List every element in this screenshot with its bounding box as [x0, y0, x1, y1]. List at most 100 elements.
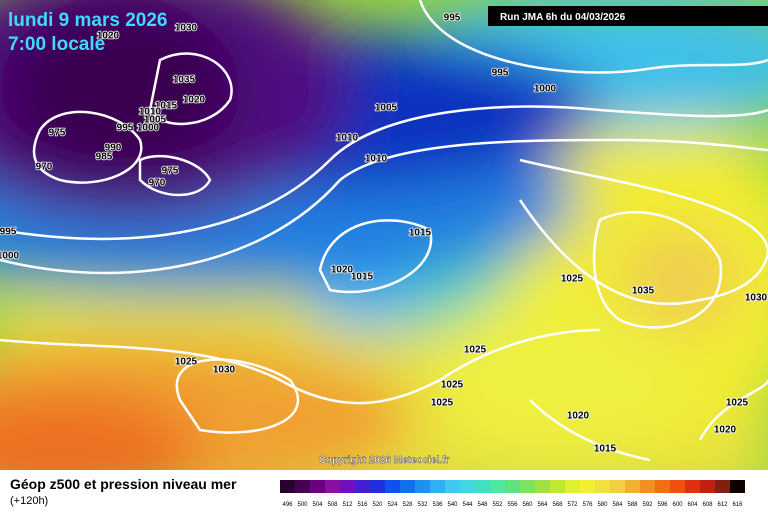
scale-label: 616 [732, 502, 743, 508]
isobar-label: 1020 [97, 31, 120, 42]
scale-swatch [310, 480, 325, 493]
isobar-label: 1020 [183, 95, 206, 106]
scale-label: 516 [357, 502, 368, 508]
scale-swatch [685, 480, 700, 493]
scale-label: 560 [522, 502, 533, 508]
scale-label: 508 [327, 502, 338, 508]
scale-label: 540 [447, 502, 458, 508]
isobar-label: 970 [36, 162, 53, 173]
scale-label: 500 [297, 502, 308, 508]
scale-label: 544 [462, 502, 473, 508]
isobar-label: 1025 [464, 345, 487, 356]
isobar-label: 1010 [139, 107, 162, 118]
time: 7:00 locale [8, 34, 105, 55]
color-scale: 496 500 504 508 512 516 520 524 528 532 536 540 544 5… [280, 480, 745, 508]
scale-swatch [655, 480, 670, 493]
scale-label: 568 [552, 502, 563, 508]
isobar-label: 1015 [351, 272, 374, 283]
scale-label: 588 [627, 502, 638, 508]
scale-label: 592 [642, 502, 653, 508]
isobar-label: 995 [444, 13, 461, 24]
scale-label: 572 [567, 502, 578, 508]
isobar-labels: 9951030102010351020101510101005100099597… [0, 12, 768, 456]
scale-swatch [730, 480, 745, 493]
copyright: Copyright 2026 Meteociel.fr [319, 455, 450, 466]
isobar-label: 970 [149, 178, 166, 189]
scale-label: 548 [477, 502, 488, 508]
isobar-label: 1015 [155, 101, 178, 112]
scale-swatch [325, 480, 340, 493]
scale-swatch [490, 480, 505, 493]
isobar-label: 1015 [409, 228, 432, 239]
scale-label: 528 [402, 502, 413, 508]
isobar-label: 1030 [213, 365, 236, 376]
isobar-label: 1020 [714, 425, 737, 436]
scale-label: 556 [507, 502, 518, 508]
scale-swatch [340, 480, 355, 493]
isobar-label: 1000 [0, 251, 20, 262]
scale-swatch [535, 480, 550, 493]
isobar-label: 1030 [175, 23, 198, 34]
scale-swatch [595, 480, 610, 493]
footer-title: Géop z500 et pression niveau mer [10, 476, 237, 492]
isobar-label: 1010 [336, 133, 359, 144]
scale-label: 524 [387, 502, 398, 508]
scale-swatch [625, 480, 640, 493]
isobar-label: 1020 [567, 411, 590, 422]
isobar-label: 995 [117, 123, 134, 134]
scale-label: 512 [342, 502, 353, 508]
scale-swatch [550, 480, 565, 493]
scale-swatch [370, 480, 385, 493]
isobar-label: 975 [162, 166, 179, 177]
scale-swatch [670, 480, 685, 493]
scale-label: 532 [417, 502, 428, 508]
isobars [0, 0, 768, 462]
scale-swatch [565, 480, 580, 493]
isobar-label: 975 [49, 128, 66, 139]
isobar-label: 1005 [375, 103, 398, 114]
scale-label: 576 [582, 502, 593, 508]
scale-swatch [520, 480, 535, 493]
scale-swatch [295, 480, 310, 493]
isobar-label: 995 [492, 68, 509, 79]
isobar-label: 995 [0, 227, 17, 238]
scale-label: 608 [702, 502, 713, 508]
isobar-label: 1025 [175, 357, 198, 368]
scale-swatch [715, 480, 730, 493]
scale-swatch [640, 480, 655, 493]
scale-label: 520 [372, 502, 383, 508]
scale-label: 596 [657, 502, 668, 508]
isobar-label: 1020 [331, 265, 354, 276]
run-box [488, 6, 768, 26]
isobar-label: 1035 [173, 75, 196, 86]
scale-label: 552 [492, 502, 503, 508]
isobar-label: 990 [105, 143, 122, 154]
scale-label: 564 [537, 502, 548, 508]
scale-label: 496 [282, 502, 293, 508]
scale-swatch [475, 480, 490, 493]
scale-swatch [610, 480, 625, 493]
run: Run JMA 6h du 04/03/2026 [500, 12, 626, 23]
isobar-label: 1000 [137, 123, 160, 134]
lead-time: (+120h) [10, 495, 48, 507]
isobar-label: 1000 [534, 84, 557, 95]
scale-label: 584 [612, 502, 623, 508]
scale-swatch [445, 480, 460, 493]
scale-swatch [505, 480, 520, 493]
scale-swatch [460, 480, 475, 493]
scale-swatch [580, 480, 595, 493]
isobar-label: 1015 [594, 444, 617, 455]
scale-label: 536 [432, 502, 443, 508]
isobar-label: 1035 [632, 286, 655, 297]
isobar-label: 1010 [365, 154, 388, 165]
isobar-label: 1030 [745, 293, 768, 304]
scale-label: 604 [687, 502, 698, 508]
scale-label: 504 [312, 502, 323, 508]
isobar-label: 985 [96, 152, 113, 163]
isobar-label: 1025 [441, 380, 464, 391]
scale-swatch [385, 480, 400, 493]
scale-swatch [280, 480, 295, 493]
scale-swatch [400, 480, 415, 493]
